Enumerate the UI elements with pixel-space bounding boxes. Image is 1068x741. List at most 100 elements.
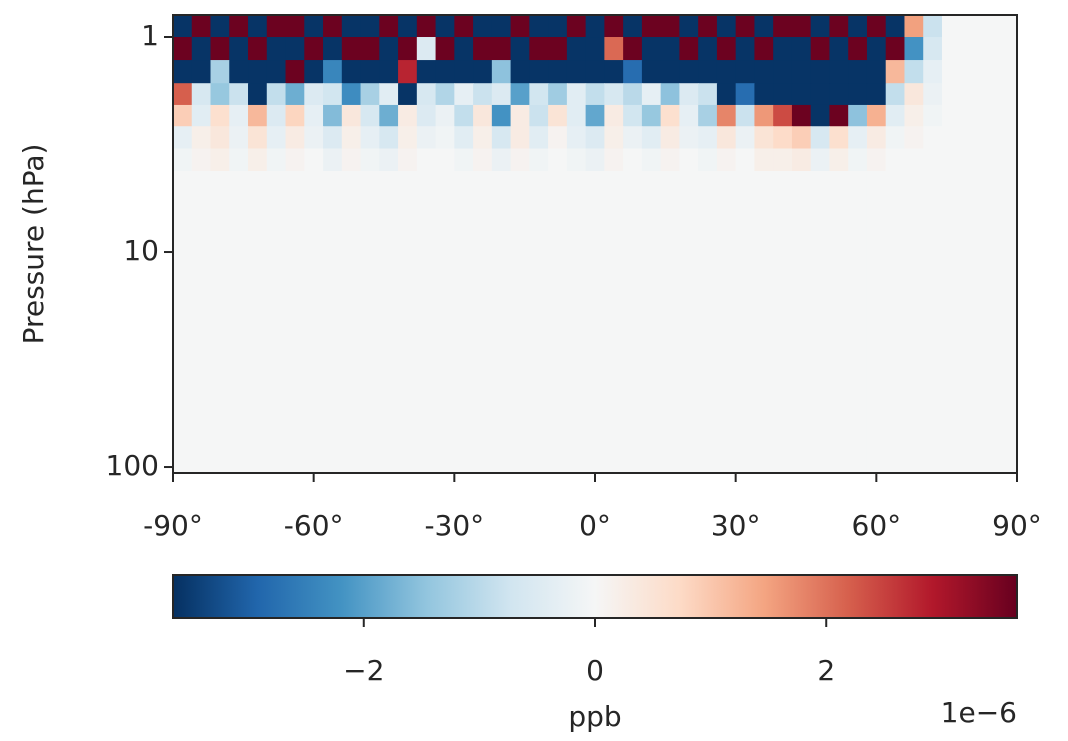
heatmap-cell (491, 83, 512, 106)
heatmap-cell (660, 126, 680, 150)
heatmap-cell (904, 126, 924, 150)
heatmap-cell (435, 148, 455, 172)
heatmap-cell (341, 37, 362, 61)
y-tick-label: 10 (123, 234, 159, 267)
heatmap-cell (791, 15, 812, 38)
heatmap-cell (735, 171, 756, 474)
heatmap-cell (810, 83, 831, 106)
heatmap-cell (173, 148, 193, 172)
heatmap-cell (735, 83, 756, 106)
heatmap-cell (510, 83, 530, 106)
heatmap-cell (360, 60, 380, 84)
heatmap-cell (735, 126, 756, 150)
heatmap-cell (960, 148, 981, 172)
heatmap-cell (641, 126, 662, 150)
heatmap-cell (210, 83, 230, 106)
heatmap-cell (660, 104, 680, 127)
heatmap-cell (679, 126, 699, 150)
heatmap-cell (379, 171, 399, 474)
heatmap-cell (398, 126, 418, 150)
heatmap-cell (191, 37, 212, 61)
heatmap-cell (210, 37, 230, 61)
heatmap-cell (548, 83, 568, 106)
colorbar-tick-label: −2 (343, 654, 384, 687)
heatmap-cell (979, 37, 999, 61)
heatmap-cell (191, 60, 212, 84)
heatmap-cell (979, 104, 999, 127)
heatmap-cell (173, 15, 193, 38)
heatmap-cell (941, 37, 962, 61)
heatmap-cell (698, 83, 718, 106)
heatmap-cell (566, 15, 587, 38)
heatmap-cell (285, 104, 305, 127)
heatmap-cell (754, 60, 774, 84)
x-tick-label: 30° (711, 509, 761, 542)
heatmap-cell (585, 148, 605, 172)
heatmap-cell (566, 104, 587, 127)
heatmap-cell (529, 126, 549, 150)
heatmap-cell (641, 60, 662, 84)
heatmap-cell (791, 60, 812, 84)
heatmap-cell (435, 83, 455, 106)
heatmap-cell (473, 148, 493, 172)
heatmap-cell (473, 37, 493, 61)
heatmap-cell (735, 104, 756, 127)
heatmap-cell (510, 37, 530, 61)
heatmap-cell (604, 104, 624, 127)
heatmap-cell (941, 148, 962, 172)
heatmap-cell (473, 126, 493, 150)
x-tick-label: 60° (852, 509, 902, 542)
heatmap-cell (679, 37, 699, 61)
heatmap-cell (173, 126, 193, 150)
heatmap-cell (866, 148, 887, 172)
heatmap-cell (304, 15, 324, 38)
heatmap-cell (941, 60, 962, 84)
heatmap-cell (773, 15, 793, 38)
heatmap-cell (210, 60, 230, 84)
heatmap-cell (623, 148, 643, 172)
heatmap-cell (285, 83, 305, 106)
heatmap-cell (585, 83, 605, 106)
heatmap-cell (641, 148, 662, 172)
heatmap-cell (510, 171, 530, 474)
heatmap-cell (998, 104, 1018, 127)
heatmap-cell (773, 148, 793, 172)
heatmap-cell (660, 83, 680, 106)
heatmap-cell (773, 126, 793, 150)
heatmap-cell (810, 60, 831, 84)
heatmap-cell (229, 15, 249, 38)
heatmap-cell (979, 148, 999, 172)
heatmap-cell (791, 171, 812, 474)
heatmap-cell (941, 15, 962, 38)
heatmap-cell (754, 126, 774, 150)
heatmap-cell (585, 171, 605, 474)
heatmap-cell (379, 15, 399, 38)
heatmap-cell (754, 37, 774, 61)
heatmap-cell (716, 126, 737, 150)
heatmap-cell (416, 148, 437, 172)
heatmap-cell (641, 104, 662, 127)
heatmap-cell (979, 15, 999, 38)
heatmap-cell (585, 37, 605, 61)
heatmap-cell (641, 37, 662, 61)
heatmap-cell (829, 15, 849, 38)
heatmap-cell (435, 104, 455, 127)
heatmap-cell (735, 60, 756, 84)
heatmap-cell (829, 37, 849, 61)
heatmap-cell (904, 148, 924, 172)
heatmap-cell (529, 171, 549, 474)
heatmap-cell (191, 148, 212, 172)
heatmap-cell (304, 148, 324, 172)
heatmap-cell (341, 148, 362, 172)
heatmap-cell (341, 83, 362, 106)
heatmap-cell (791, 126, 812, 150)
heatmap-cell (473, 15, 493, 38)
heatmap-cell (566, 171, 587, 474)
heatmap-cell (960, 171, 981, 474)
heatmap-cell (604, 171, 624, 474)
heatmap-cell (491, 126, 512, 150)
heatmap-cell (904, 37, 924, 61)
heatmap-cell (566, 148, 587, 172)
heatmap-cell (360, 15, 380, 38)
heatmap-cell (866, 104, 887, 127)
